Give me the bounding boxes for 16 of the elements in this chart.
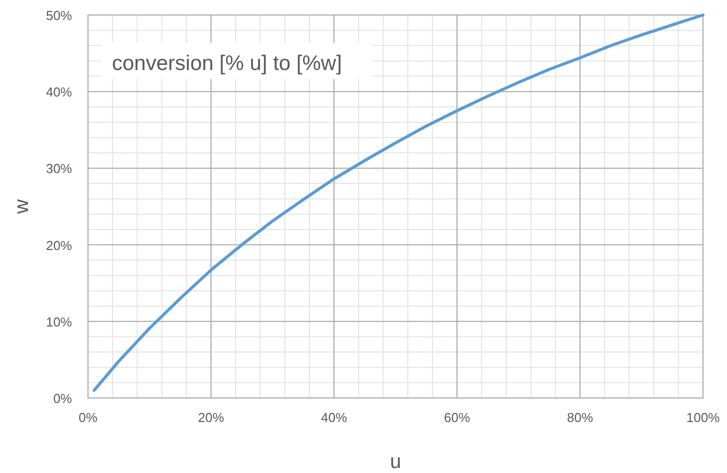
y-tick-label: 10% bbox=[46, 314, 72, 330]
x-tick-label: 20% bbox=[198, 410, 224, 425]
line-series bbox=[92, 14, 704, 392]
x-axis-title: u bbox=[390, 451, 402, 473]
x-tick-label: 60% bbox=[444, 410, 470, 425]
y-tick-label: 40% bbox=[46, 84, 72, 100]
y-tick-label: 0% bbox=[53, 391, 72, 406]
x-tick-label: 40% bbox=[320, 410, 348, 425]
y-tick-label: 50% bbox=[46, 8, 72, 23]
y-axis-title: w bbox=[11, 198, 33, 215]
x-tick-label: 100% bbox=[686, 410, 720, 425]
x-tick-label: 80% bbox=[566, 410, 594, 425]
annotation: conversion [% u] to [%w] bbox=[112, 52, 342, 75]
y-tick-label: 20% bbox=[46, 238, 72, 253]
y-tick-label: 30% bbox=[46, 161, 72, 176]
x-tick-label: 0% bbox=[78, 410, 98, 425]
